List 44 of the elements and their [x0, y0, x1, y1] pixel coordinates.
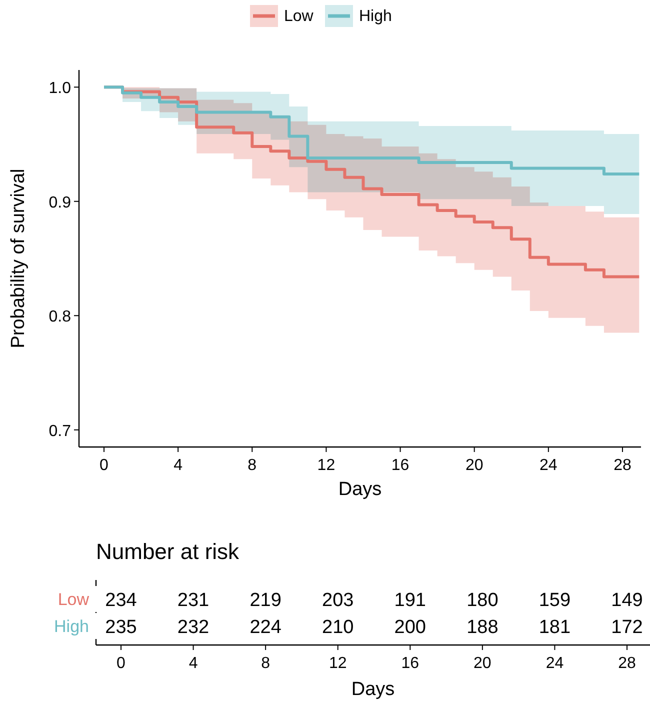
x-tick-label: 4 — [174, 457, 183, 474]
x-tick-label: 8 — [248, 457, 257, 474]
legend-label: High — [359, 8, 392, 25]
data-label: 235 — [105, 617, 137, 638]
y-tick-label: Low — [58, 590, 90, 609]
y-tick-label: 1.0 — [48, 80, 72, 98]
x-tick-label: 20 — [474, 655, 492, 672]
x-tick-label: 12 — [328, 655, 347, 672]
data-label: 210 — [322, 617, 354, 638]
x-axis-title: Days — [351, 679, 395, 700]
x-tick-label: 20 — [465, 457, 484, 474]
data-label: 232 — [177, 617, 210, 638]
data-label: 234 — [105, 590, 138, 611]
y-tick-label: 0.7 — [48, 422, 72, 440]
data-label: 159 — [538, 590, 571, 611]
x-tick-label: 12 — [317, 457, 336, 474]
x-tick-label: 4 — [188, 655, 198, 672]
legend-label: Low — [284, 8, 314, 25]
y-tick-label: High — [54, 617, 89, 636]
data-label: 149 — [611, 590, 643, 611]
data-label: 188 — [466, 617, 498, 638]
x-tick-label: 8 — [261, 655, 270, 672]
data-label: 203 — [322, 590, 354, 611]
x-tick-label: 24 — [540, 457, 558, 474]
x-tick-label: 28 — [618, 655, 636, 672]
x-tick-label: 28 — [614, 457, 632, 474]
y-axis-title: Probability of survival — [8, 168, 29, 348]
data-label: 180 — [466, 590, 498, 611]
data-label: 200 — [394, 617, 426, 638]
x-axis-title: Days — [338, 479, 382, 500]
x-tick-label: 0 — [116, 655, 126, 672]
x-tick-label: 16 — [391, 457, 410, 474]
x-tick-label: 16 — [401, 655, 420, 672]
data-label: 172 — [611, 617, 643, 638]
data-label: 224 — [250, 617, 282, 638]
data-label: 219 — [250, 590, 282, 611]
x-tick-label: 0 — [100, 457, 109, 474]
y-tick-label: 0.8 — [48, 308, 72, 326]
data-label: 181 — [538, 617, 571, 638]
data-label: 231 — [177, 590, 210, 611]
y-tick-label: 0.9 — [48, 194, 72, 212]
x-tick-label: 24 — [546, 655, 564, 672]
chart-title: Number at risk — [96, 539, 240, 564]
data-label: 191 — [394, 590, 426, 611]
